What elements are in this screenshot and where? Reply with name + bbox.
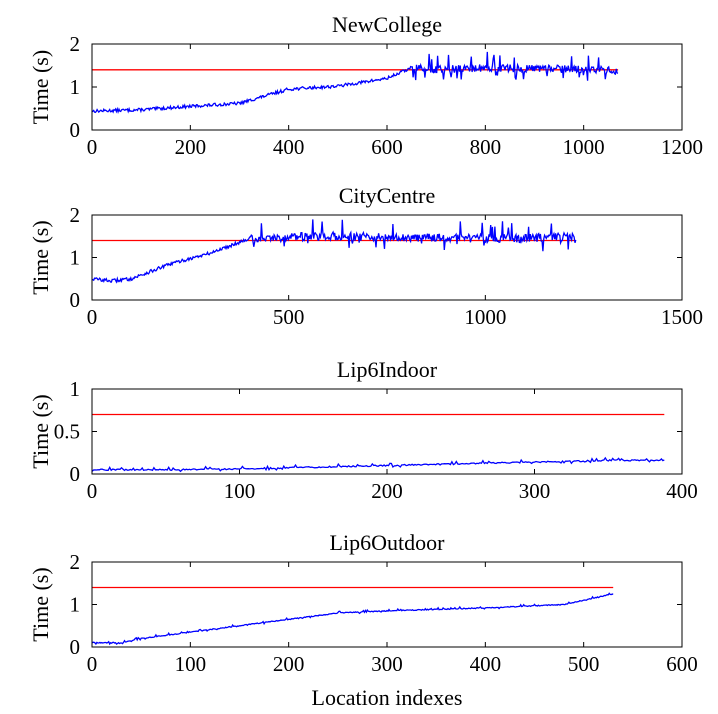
y-tick-label: 0.5	[54, 420, 80, 444]
y-tick-label: 1	[70, 246, 81, 270]
y-axis-label: Time (s)	[28, 567, 53, 641]
y-tick-label: 0	[70, 118, 81, 142]
x-tick-label: 0	[87, 305, 98, 329]
y-axis-label: Time (s)	[28, 50, 53, 124]
x-tick-label: 600	[666, 652, 698, 676]
y-tick-label: 1	[70, 593, 81, 617]
x-tick-label: 1000	[563, 135, 605, 159]
y-tick-label: 0	[70, 462, 81, 486]
x-tick-label: 1200	[661, 135, 703, 159]
x-tick-label: 500	[568, 652, 600, 676]
x-tick-label: 400	[666, 479, 698, 503]
x-tick-label: 100	[224, 479, 256, 503]
y-tick-label: 1	[70, 377, 81, 401]
y-axis-label: Time (s)	[28, 394, 53, 468]
plot-frame	[91, 561, 683, 648]
subplot-citycentre: CityCentre Time (s) 0 500 1000 1500 0 1 2	[28, 183, 703, 329]
subplot-lip6indoor: Lip6Indoor Time (s) 0 100 200 300 400 0 0.5 1	[28, 357, 698, 503]
x-tick-label: 0	[87, 135, 98, 159]
series-line-time	[91, 219, 577, 284]
series-line-time	[91, 456, 665, 473]
chart-title: CityCentre	[339, 183, 436, 208]
plot-frame	[91, 388, 683, 475]
x-tick-label: 200	[175, 135, 207, 159]
x-tick-label: 500	[273, 305, 305, 329]
x-tick-label: 400	[470, 652, 502, 676]
x-tick-label: 600	[371, 135, 403, 159]
subplot-newcollege: NewCollege Time (s) 0 200 400 600 800 1000 1200 0…	[28, 12, 703, 159]
x-tick-label: 300	[371, 652, 403, 676]
x-tick-label: 0	[87, 652, 98, 676]
subplot-lip6outdoor: Lip6Outdoor Time (s) Location indexes 0 100 2…	[28, 530, 698, 710]
y-axis-label: Time (s)	[28, 220, 53, 294]
series-line-time	[91, 592, 614, 646]
series-line-time	[91, 51, 619, 114]
x-tick-label: 0	[87, 479, 98, 503]
y-tick-label: 2	[70, 32, 81, 56]
x-tick-label: 200	[371, 479, 403, 503]
y-tick-label: 2	[70, 550, 81, 574]
plot-frame	[91, 43, 683, 131]
y-tick-label: 0	[70, 635, 81, 659]
plot-frame	[91, 214, 683, 301]
y-tick-label: 2	[70, 203, 81, 227]
x-tick-label: 1000	[464, 305, 506, 329]
chart-title: Lip6Outdoor	[330, 530, 446, 555]
chart-title: Lip6Indoor	[337, 357, 438, 382]
chart-title: NewCollege	[332, 12, 442, 37]
y-tick-label: 0	[70, 288, 81, 312]
x-axis-label: Location indexes	[312, 685, 463, 710]
x-tick-label: 300	[519, 479, 551, 503]
x-tick-label: 1500	[661, 305, 703, 329]
x-tick-label: 200	[273, 652, 305, 676]
x-tick-label: 400	[273, 135, 305, 159]
x-tick-label: 800	[470, 135, 502, 159]
x-tick-label: 100	[175, 652, 207, 676]
y-tick-label: 1	[70, 75, 81, 99]
